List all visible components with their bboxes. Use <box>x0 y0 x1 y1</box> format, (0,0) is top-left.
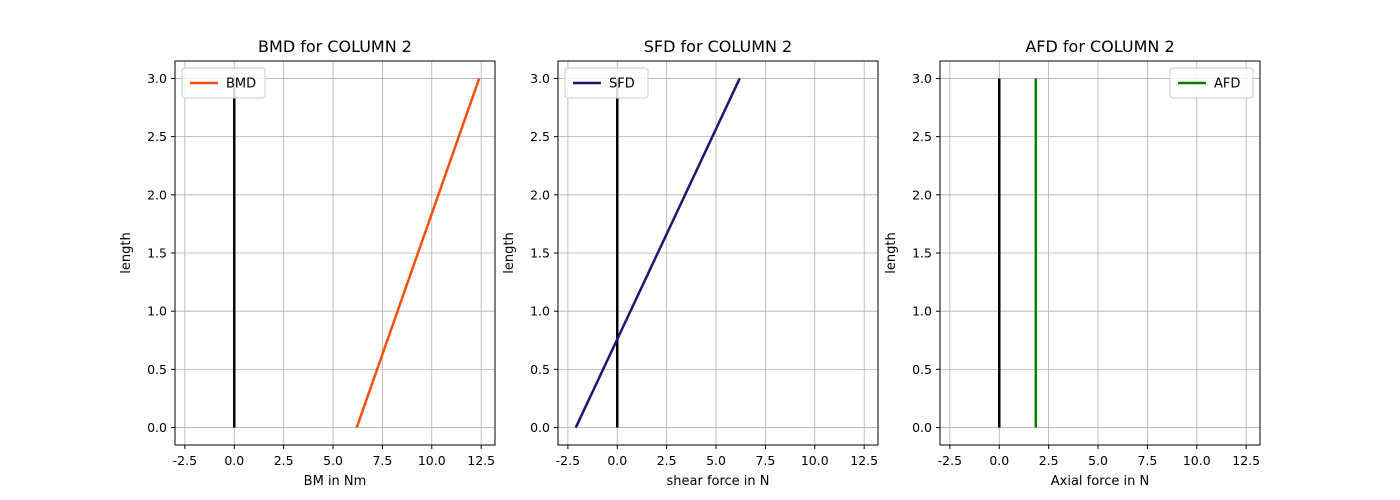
x-tick-label: 0.0 <box>989 453 1009 468</box>
x-tick-label: 7.5 <box>1137 453 1157 468</box>
x-tick-label: 2.5 <box>1039 453 1059 468</box>
y-tick-label: 2.0 <box>147 187 167 202</box>
x-tick-label: 7.5 <box>755 453 775 468</box>
y-tick-label: 0.0 <box>912 420 932 435</box>
y-tick-label: 0.5 <box>530 362 550 377</box>
y-tick-label: 3.0 <box>530 71 550 86</box>
y-axis-label: length <box>119 232 134 273</box>
x-tick-label: 7.5 <box>372 453 392 468</box>
y-tick-label: 0.0 <box>530 420 550 435</box>
y-tick-label: 2.0 <box>912 187 932 202</box>
x-tick-label: 12.5 <box>1232 453 1260 468</box>
y-tick-label: 1.5 <box>530 246 550 261</box>
x-tick-label: 10.0 <box>1183 453 1211 468</box>
legend-box <box>564 67 649 99</box>
x-tick-label: -2.5 <box>173 453 197 468</box>
y-tick-label: 0.0 <box>147 420 167 435</box>
y-tick-label: 3.0 <box>912 71 932 86</box>
x-tick-label: 10.0 <box>801 453 829 468</box>
legend: SFD <box>564 67 649 99</box>
legend-box <box>181 67 266 99</box>
chart-title: SFD for COLUMN 2 <box>644 37 792 56</box>
y-tick-label: 2.5 <box>530 129 550 144</box>
x-tick-label: 12.5 <box>467 453 495 468</box>
legend-label: BMD <box>226 77 256 92</box>
y-tick-label: 1.5 <box>912 246 932 261</box>
x-tick-label: 0.0 <box>224 453 244 468</box>
y-tick-label: 1.5 <box>147 246 167 261</box>
x-tick-label: 5.0 <box>323 453 343 468</box>
x-tick-label: -2.5 <box>556 453 580 468</box>
y-tick-label: 2.5 <box>147 129 167 144</box>
y-tick-label: 1.0 <box>530 304 550 319</box>
x-tick-label: 2.5 <box>657 453 677 468</box>
y-tick-label: 0.5 <box>147 362 167 377</box>
chart-panel-3: -2.5 0.0 2.5 5.0 7.5 10.0 12.5 0.0 0.5 1.0 1.5 2.0 2… <box>884 37 1261 489</box>
x-axis-label: shear force in N <box>666 474 769 489</box>
chart-panel-2: -2.5 0.0 2.5 5.0 7.5 10.0 12.5 0.0 0.5 1.0 1.5 2.0 2… <box>502 37 879 489</box>
series-bmd-line <box>355 78 481 428</box>
y-axis-label: length <box>884 232 899 273</box>
x-tick-label: 5.0 <box>1088 453 1108 468</box>
series-sfd-line <box>574 77 741 429</box>
y-tick-label: 2.5 <box>912 129 932 144</box>
x-tick-label: 2.5 <box>274 453 294 468</box>
y-tick-label: 0.5 <box>912 362 932 377</box>
x-tick-label: 5.0 <box>706 453 726 468</box>
x-axis-label: BM in Nm <box>304 474 367 489</box>
y-tick-label: 1.0 <box>147 304 167 319</box>
y-tick-label: 2.0 <box>530 187 550 202</box>
legend-box <box>1169 67 1254 99</box>
chart-panel-1: -2.5 0.0 2.5 5.0 7.5 10.0 12.5 0.0 0.5 1.0 1.5 2.0 2… <box>119 37 496 489</box>
legend: AFD <box>1169 67 1254 99</box>
y-tick-label: 1.0 <box>912 304 932 319</box>
legend-label: SFD <box>609 77 635 92</box>
legend-label: AFD <box>1214 77 1240 92</box>
x-axis-label: Axial force in N <box>1051 474 1149 489</box>
chart-title: BMD for COLUMN 2 <box>258 37 412 56</box>
x-tick-label: 12.5 <box>850 453 878 468</box>
y-axis-label: length <box>502 232 517 273</box>
chart-title: AFD for COLUMN 2 <box>1025 37 1174 56</box>
legend: BMD <box>181 67 266 99</box>
y-tick-label: 3.0 <box>147 71 167 86</box>
x-tick-label: -2.5 <box>938 453 962 468</box>
x-tick-label: 10.0 <box>418 453 446 468</box>
x-tick-label: 0.0 <box>607 453 627 468</box>
